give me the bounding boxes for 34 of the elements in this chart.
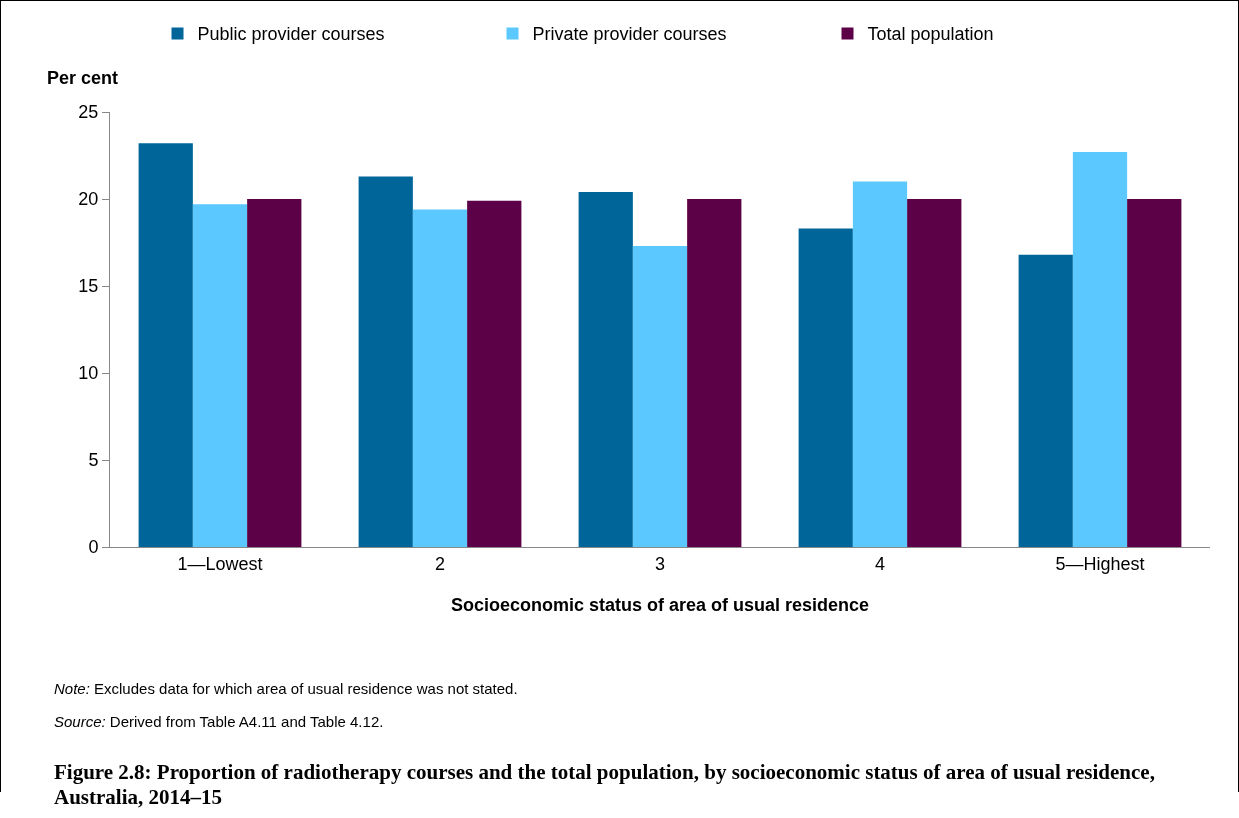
text: Note: Excludes data for which area of usual residence was not stated. xyxy=(54,680,518,697)
bar xyxy=(687,199,742,547)
bar xyxy=(578,192,633,547)
bar xyxy=(907,199,962,547)
y-axis-title: Per cent xyxy=(47,68,119,88)
bar xyxy=(1072,152,1128,547)
bar xyxy=(192,204,248,547)
y-tick-label: 10 xyxy=(78,363,99,384)
bar xyxy=(1018,254,1073,547)
bar xyxy=(247,199,302,547)
x-tick-label: 2 xyxy=(434,553,446,574)
y-tick-label: 25 xyxy=(78,102,99,123)
bar xyxy=(852,181,908,547)
x-tick-label: 4 xyxy=(874,553,886,574)
y-tick-label: 0 xyxy=(88,537,99,558)
text: Figure 2.8: Proportion of radiotherapy courses and the total population, by socioeconomic status of area of usual residence, Australia, 2014–15 xyxy=(54,760,1156,810)
legend-label: Public provider courses xyxy=(197,24,385,45)
y-tick-label: 5 xyxy=(88,450,99,471)
legend-label: Private provider courses xyxy=(532,24,727,45)
y-tick-label: 20 xyxy=(78,189,99,210)
x-tick-label: 3 xyxy=(654,553,666,574)
x-tick-label: 5—Highest xyxy=(1055,553,1145,574)
x-tick-label: 1—Lowest xyxy=(177,553,263,574)
bar xyxy=(1127,199,1182,547)
bar xyxy=(412,209,468,547)
bar xyxy=(632,245,688,547)
legend-label: Total population xyxy=(867,24,994,45)
x-axis-title: Socioeconomic status of area of usual residence xyxy=(450,594,870,615)
bar xyxy=(467,200,522,547)
bar xyxy=(138,143,193,547)
bar xyxy=(798,228,853,547)
y-tick-label: 15 xyxy=(78,276,99,297)
bar xyxy=(358,176,413,547)
source-note: Source: Derived from Table A4.11 and Table 4.12. xyxy=(54,713,384,730)
